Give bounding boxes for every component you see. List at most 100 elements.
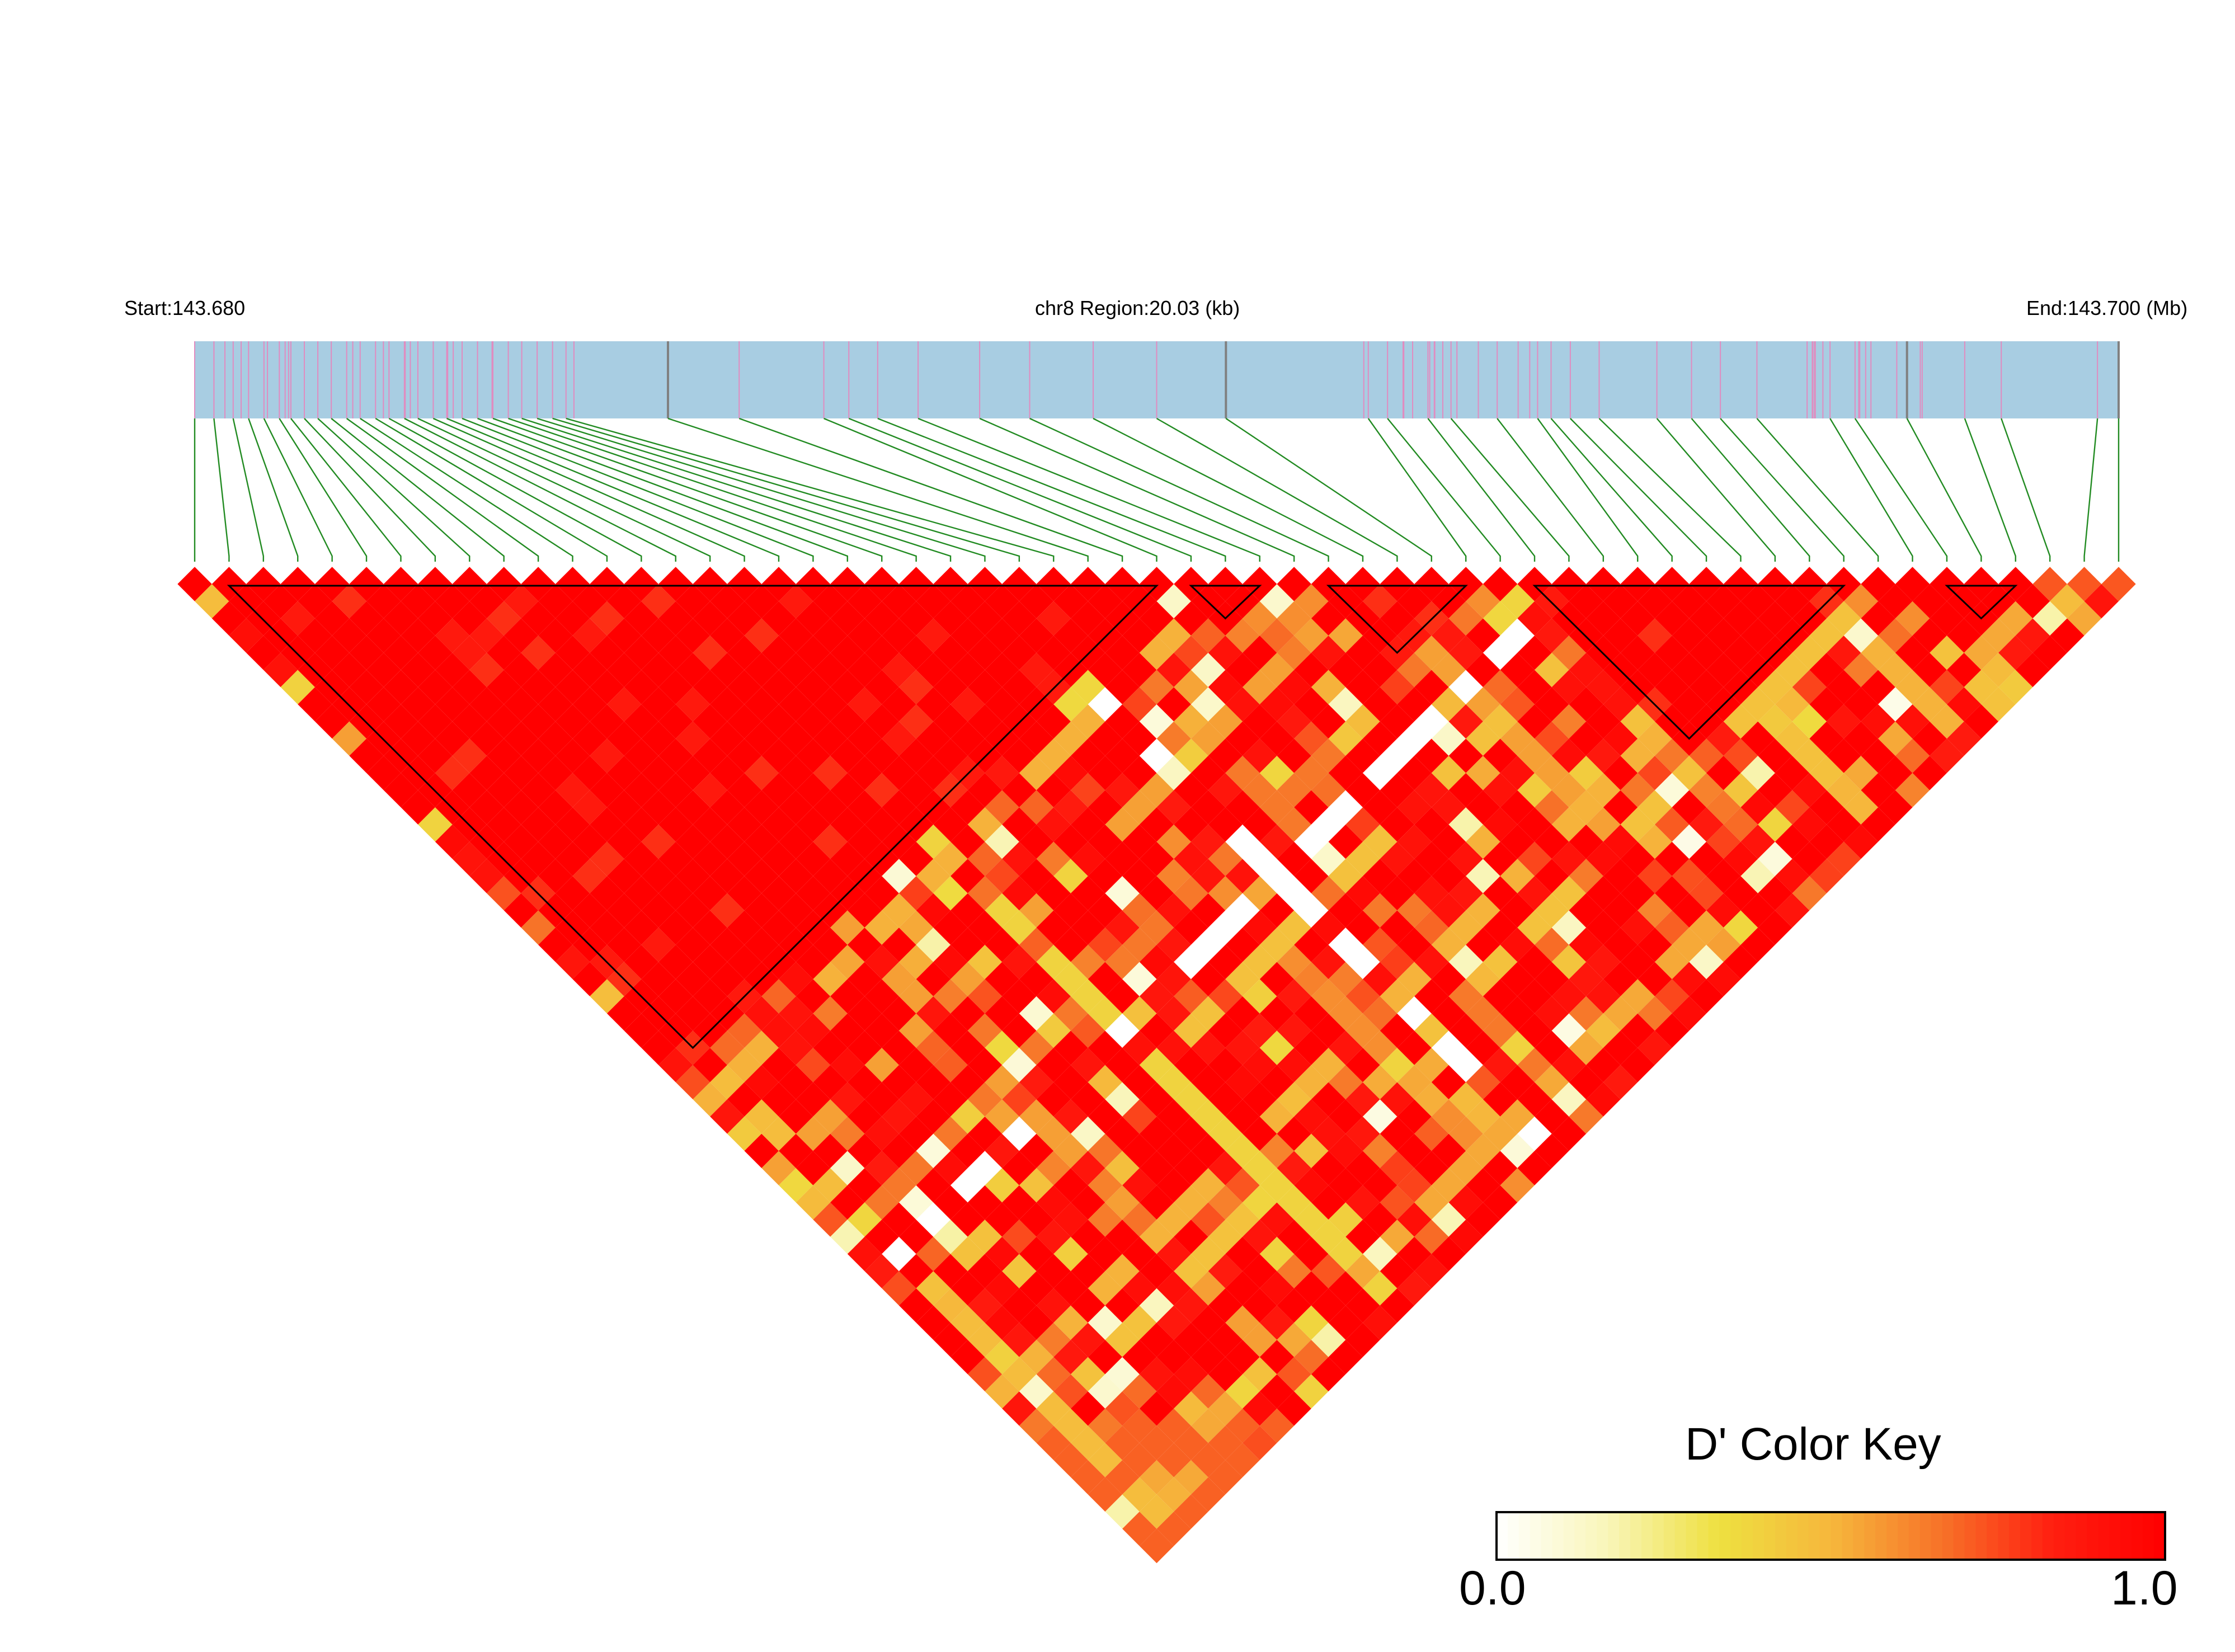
ld-cell [1500,859,1535,893]
snp-connector [1029,417,1329,562]
ld-cell [1139,1528,1174,1564]
ld-diagonal-cell [280,567,315,601]
ld-cell [1362,962,1398,996]
ld-cell [1070,1254,1105,1288]
ld-cell [985,962,1019,996]
ld-cell [675,790,711,825]
ld-cell [1483,1151,1518,1185]
ld-cell [1723,704,1758,739]
ld-cell [1535,859,1569,893]
snp-connector [1550,418,1673,562]
ld-cell [1174,1494,1208,1529]
ld-cell [1706,893,1741,928]
ld-cell [1397,859,1432,893]
ld-cell [1225,859,1260,893]
ld-cell [1723,807,1758,842]
ld-cell [1775,790,1810,825]
ld-cell [1225,1340,1260,1375]
ld-cell [332,584,367,619]
ld-cell [916,893,951,928]
ld-cell [1466,1168,1500,1203]
ld-cell [1345,1220,1380,1254]
ld-cell [933,1254,968,1288]
ld-cell [1535,756,1569,790]
ld-cell [1139,1357,1174,1392]
ld-cell [1174,1082,1208,1117]
ld-cell [1225,1099,1260,1134]
ld-cell [1448,979,1483,1014]
ld-cell [761,1151,796,1185]
ld-cell [1861,670,1895,704]
ld-cell [1328,721,1363,756]
ld-cell [1638,962,1672,996]
ld-cell [1036,601,1071,636]
ld-cell [1723,601,1758,636]
ld-cell [675,756,711,790]
ld-cell [555,636,590,670]
ld-cell [1105,944,1140,980]
ld-cell [1758,807,1792,842]
ld-cell [1414,1013,1449,1048]
ld-cell [1775,893,1810,928]
ld-cell [796,876,831,911]
ld-cell [1036,773,1071,808]
ld-cell [1208,807,1243,842]
ld-cell [1620,910,1655,945]
ld-cell [796,1013,831,1048]
ld-cell [1174,1254,1208,1288]
ld-diagonal-cell [1517,567,1552,601]
ld-cell [1002,1391,1037,1426]
ld-cell [1466,1030,1500,1065]
color-key-segment [1674,1512,1687,1560]
ld-cell [1105,1322,1140,1357]
color-key-segment [1764,1512,1776,1560]
ld-cell [1122,962,1157,996]
ld-cell [1483,910,1518,945]
ld-cell [1225,1065,1260,1100]
ld-cell [1448,944,1483,980]
snp-connector [477,417,849,562]
ld-cell [1448,670,1483,704]
ld-cell [1431,1202,1466,1237]
ld-cell [1156,1065,1191,1100]
ld-cell [933,1288,968,1323]
region-end-label: End:143.700 (Mb) [2026,296,2188,319]
ld-cell [1294,618,1329,653]
ld-cell [1586,601,1621,636]
ld-cell [1586,944,1621,980]
ld-cell [555,738,590,773]
ld-cell [1964,704,1999,739]
ld-cell [1362,584,1398,619]
ld-cell [1483,738,1518,773]
ld-cell [1827,636,1861,670]
color-key-segment [1819,1512,1832,1560]
ld-cell [1019,1202,1054,1237]
ld-cell [332,687,367,722]
ld-cell [1466,687,1500,722]
ld-cell [1294,962,1329,996]
ld-cell [1259,1168,1295,1203]
ld-cell [933,1151,968,1185]
snp-connector [417,417,711,562]
ld-cell [1105,979,1140,1014]
ld-cell [1586,670,1621,704]
ld-cell [1259,1030,1295,1065]
ld-cell [298,584,332,619]
ld-cell [1156,1099,1191,1134]
ld-cell [1208,704,1243,739]
ld-cell [1654,773,1690,808]
ld-cell [1294,687,1329,722]
ld-cell [1105,1048,1140,1082]
ld-cell [1070,1425,1105,1460]
ld-cell [1397,962,1432,996]
ld-diagonal-cell [1861,567,1895,601]
ld-cell [1500,790,1535,825]
ld-cell [1517,910,1552,945]
ld-cell [1122,721,1157,756]
ld-cell [1105,1151,1140,1185]
ld-cell [1775,859,1810,893]
ld-cell [1775,687,1810,722]
ld-cell [1483,807,1518,842]
ld-cell [1895,636,1930,670]
ld-block-outline [1532,585,1846,740]
